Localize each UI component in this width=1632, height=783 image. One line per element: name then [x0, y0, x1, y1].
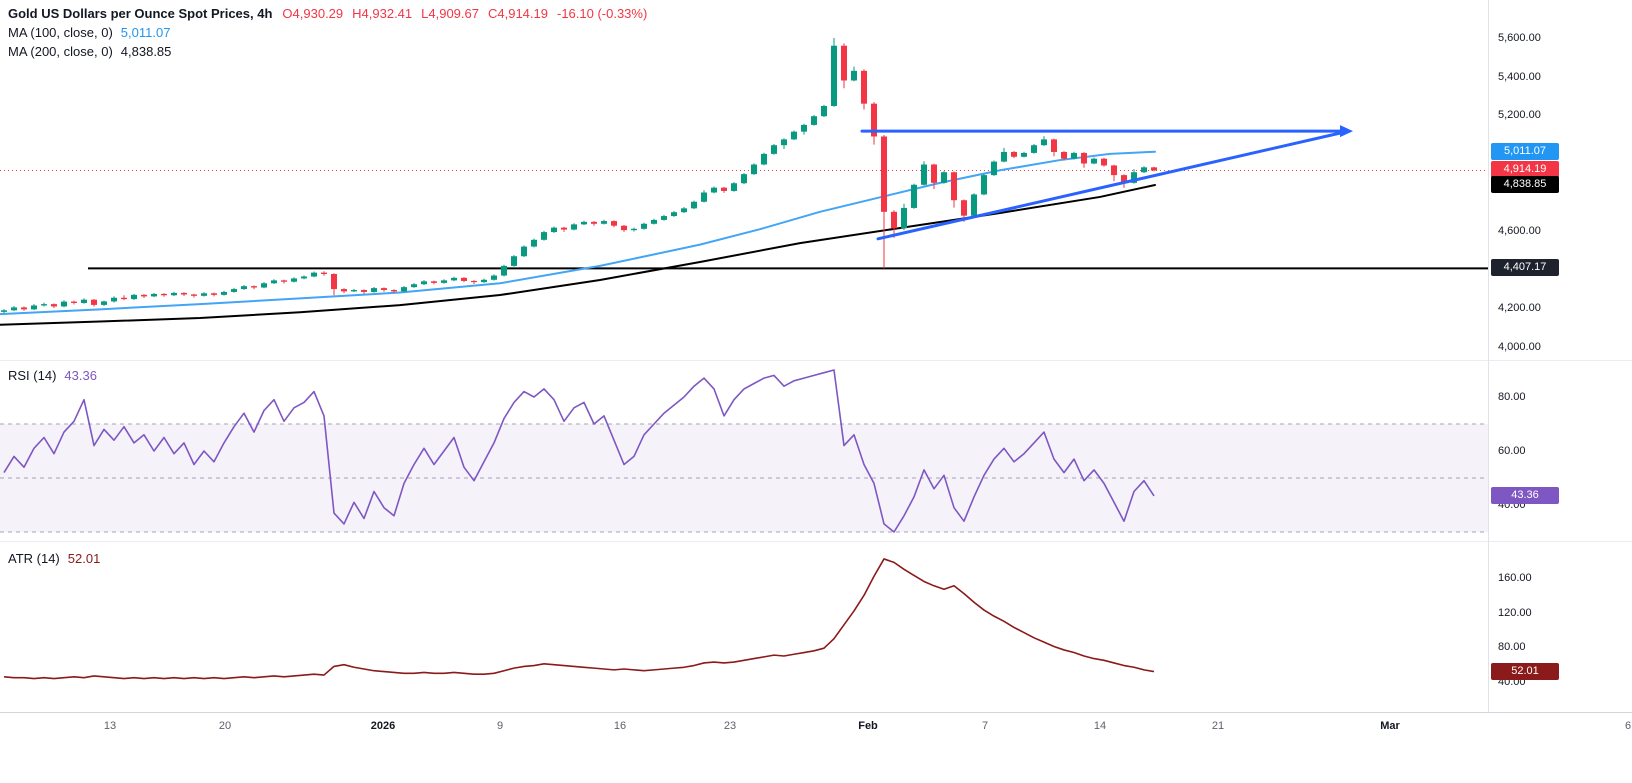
- rsi-value: 43.36: [64, 368, 97, 383]
- open-label: O: [282, 6, 293, 21]
- trendline-lower[interactable]: [876, 131, 1344, 241]
- time-axis-label: Feb: [858, 720, 878, 732]
- time-axis-label: 2026: [370, 720, 396, 732]
- rsi-axis-label: 80.00: [1498, 391, 1526, 403]
- time-axis-label: 9: [496, 720, 504, 732]
- time-axis-label: Mar: [1380, 720, 1400, 732]
- atr-pane-legend[interactable]: ATR (14) 52.01: [8, 549, 100, 568]
- ma200-value: 4,838.85: [120, 44, 172, 59]
- time-axis-label: 20: [218, 720, 232, 732]
- atr-value: 52.01: [67, 551, 101, 566]
- atr-value-badge: 52.01: [1491, 662, 1559, 680]
- price-axis-label: 5,200.00: [1498, 109, 1541, 122]
- high-value: 4,932.41: [361, 6, 413, 21]
- ma100-legend-row[interactable]: MA (100, close, 0) 5,011.07: [8, 23, 647, 42]
- high-label: H: [352, 6, 362, 21]
- low-value: 4,909.67: [428, 6, 479, 21]
- ma100-line[interactable]: [0, 150, 1156, 316]
- atr-axis-label: 120.00: [1498, 606, 1532, 619]
- ma100-value-badge: 5,011.07: [1491, 142, 1559, 160]
- price-axis[interactable]: 5,600.00 5,400.00 5,200.00 4,600.00 4,200.00…: [1488, 0, 1632, 712]
- close-value: 4,914.19: [497, 6, 548, 21]
- price-axis-label: 5,400.00: [1498, 70, 1541, 83]
- close-label: C: [487, 6, 498, 21]
- open-value: 4,930.29: [292, 6, 344, 21]
- ma100-value: 5,011.07: [120, 25, 171, 40]
- time-axis-label: 23: [723, 720, 737, 732]
- price-axis-label: 4,600.00: [1498, 225, 1541, 238]
- rsi-value-badge: 43.36: [1491, 486, 1559, 504]
- price-axis-label: 4,000.00: [1498, 341, 1541, 353]
- atr-axis-label: 80.00: [1498, 641, 1526, 654]
- price-axis-label: 5,600.00: [1498, 32, 1541, 44]
- main-chart-legend[interactable]: Gold US Dollars per Ounce Spot Prices, 4…: [8, 4, 647, 61]
- change-value: -16.10 (-0.33%): [556, 6, 648, 21]
- atr-line[interactable]: [3, 558, 1155, 680]
- rsi-pane-legend[interactable]: RSI (14) 43.36: [8, 366, 97, 385]
- atr-axis-label: 160.00: [1498, 572, 1532, 584]
- candlestick-series[interactable]: [1, 38, 1157, 314]
- time-axis-label: 13: [103, 720, 117, 732]
- ma200-line[interactable]: [0, 183, 1156, 326]
- time-axis-label: 7: [981, 720, 989, 732]
- time-axis-label: 21: [1211, 720, 1225, 732]
- chart-title: Gold US Dollars per Ounce Spot Prices, 4…: [8, 6, 273, 21]
- time-axis-label: 6: [1624, 720, 1632, 732]
- rsi-label: RSI (14): [8, 368, 57, 383]
- rsi-line[interactable]: [3, 369, 1155, 533]
- ma100-label: MA (100, close, 0): [8, 25, 113, 40]
- trendline-arrow: [1340, 125, 1353, 138]
- ma200-value-badge: 4,838.85: [1491, 175, 1559, 193]
- low-label: L: [421, 6, 429, 21]
- time-axis[interactable]: 13 20 2026 9 16 23 Feb 7 14 21 Mar 6: [0, 712, 1632, 783]
- last-price-badge: 4,914.19: [1491, 161, 1559, 179]
- ma200-legend-row[interactable]: MA (200, close, 0) 4,838.85: [8, 42, 647, 61]
- hline-price-badge: 4,407.17: [1491, 259, 1559, 277]
- ma200-label: MA (200, close, 0): [8, 44, 113, 59]
- rsi-axis-label: 60.00: [1498, 445, 1526, 457]
- price-axis-label: 4,200.00: [1498, 302, 1541, 315]
- time-axis-label: 14: [1093, 720, 1107, 732]
- atr-label: ATR (14): [8, 551, 60, 566]
- time-axis-label: 16: [613, 720, 627, 732]
